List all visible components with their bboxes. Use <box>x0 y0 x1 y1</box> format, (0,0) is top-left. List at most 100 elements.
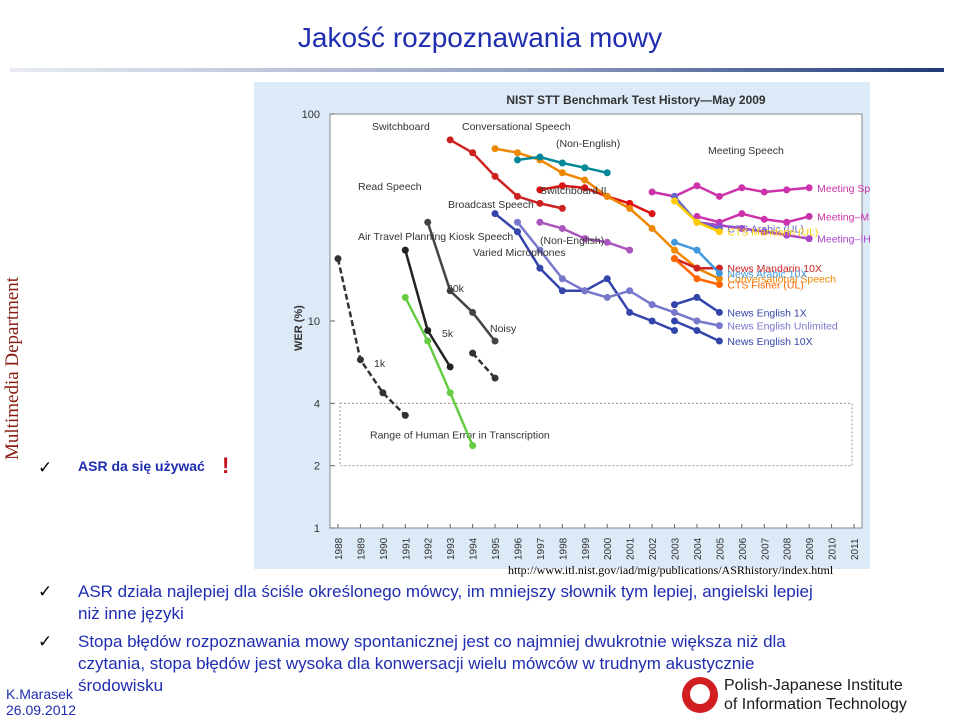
series-line <box>696 212 810 224</box>
series-line <box>516 221 720 327</box>
x-tick-label: 2003 <box>671 537 682 560</box>
series-line <box>471 352 496 379</box>
y-axis-label: WER (%) <box>293 305 305 351</box>
data-point <box>693 293 701 301</box>
data-point <box>401 293 409 301</box>
x-tick-label: 1990 <box>379 537 390 560</box>
data-point <box>446 136 454 144</box>
bullet-3-line-1: Stopa błędów rozpoznawania mowy spontani… <box>78 632 786 651</box>
department-text: Multimedia Department <box>2 276 23 460</box>
data-point <box>513 156 521 164</box>
data-point <box>760 215 768 223</box>
data-point <box>693 275 701 283</box>
series-line <box>539 184 653 215</box>
chart-annotation: 20k <box>447 283 465 295</box>
data-point <box>693 218 701 226</box>
data-point <box>693 317 701 325</box>
chart-title: NIST STT Benchmark Test History—May 2009 <box>506 93 766 107</box>
data-point <box>424 218 432 226</box>
data-point <box>715 269 723 277</box>
data-point <box>581 184 589 192</box>
data-point <box>491 172 499 180</box>
data-point <box>603 293 611 301</box>
x-tick-label: 1993 <box>446 537 457 560</box>
data-point <box>513 218 521 226</box>
human-error-label: Range of Human Error in Transcription <box>370 430 550 442</box>
data-point <box>513 192 521 200</box>
data-point <box>401 246 409 254</box>
exclamation-mark: ! <box>222 453 230 478</box>
chart-annotation: (Non-English) <box>540 235 604 247</box>
data-point <box>693 264 701 272</box>
data-point <box>469 442 477 450</box>
data-point <box>626 246 634 254</box>
data-point <box>581 235 589 243</box>
logo-mark-icon <box>682 677 718 713</box>
data-point <box>626 204 634 212</box>
data-point <box>536 153 544 161</box>
data-point <box>805 184 813 192</box>
data-point <box>738 210 746 218</box>
data-point <box>648 210 656 218</box>
bullet-2-line-2: niż inne języki <box>78 604 184 623</box>
data-point <box>603 275 611 283</box>
data-point <box>536 199 544 207</box>
x-tick-label: 1992 <box>424 537 435 560</box>
series-label: CTS Mandarin (UL) <box>727 227 818 239</box>
data-point <box>603 238 611 246</box>
data-point <box>491 210 499 218</box>
x-tick-label: 2008 <box>783 537 794 560</box>
data-point <box>469 308 477 316</box>
data-point <box>513 149 521 157</box>
data-point <box>491 374 499 382</box>
data-point <box>671 246 679 254</box>
series-label: CTS Arabic (UL) <box>727 223 803 235</box>
page-title: Jakość rozpoznawania mowy <box>297 22 663 53</box>
x-tick-label: 1999 <box>581 537 592 560</box>
x-tick-label: 2007 <box>760 537 771 560</box>
source-url[interactable]: http://www.itl.nist.gov/iad/mig/publicat… <box>508 563 834 577</box>
y-tick-label: 1 <box>314 523 320 535</box>
bullet-3-line-3: środowisku <box>78 676 164 695</box>
title-divider <box>10 68 944 72</box>
data-point <box>648 188 656 196</box>
slide-date: 26.09.2012 <box>6 702 77 718</box>
data-point <box>760 188 768 196</box>
data-point <box>671 317 679 325</box>
series-label: CTS Fisher (UL) <box>727 280 803 292</box>
data-point <box>738 224 746 232</box>
check-icon: ✓ <box>38 632 53 651</box>
data-point <box>715 322 723 330</box>
check-icon: ✓ <box>38 582 53 601</box>
chart-annotation: 1k <box>374 358 386 370</box>
x-tick-label: 2002 <box>648 537 659 560</box>
data-point <box>446 287 454 295</box>
data-point <box>558 224 566 232</box>
series-line <box>651 184 810 198</box>
data-point <box>581 287 589 295</box>
x-tick-label: 1995 <box>491 537 502 560</box>
x-tick-label: 1998 <box>558 537 569 560</box>
data-point <box>581 164 589 172</box>
data-point <box>626 287 634 295</box>
data-point <box>671 301 679 309</box>
series-label: News English Unlimited <box>727 321 837 333</box>
data-point <box>671 255 679 263</box>
series-label: Meeting–IHM <box>817 234 870 246</box>
data-point <box>693 326 701 334</box>
data-point <box>715 308 723 316</box>
x-tick-label: 2006 <box>738 537 749 560</box>
series-label: News Arabic 10X <box>727 268 807 280</box>
chart-annotation: Conversational Speech <box>462 121 571 133</box>
data-point <box>715 337 723 345</box>
x-tick-label: 1996 <box>513 537 524 560</box>
chart-annotation: Switchboard II <box>540 185 607 197</box>
series-label: Meeting Speech <box>817 183 870 195</box>
series-label: Conversational Speech <box>727 274 836 286</box>
data-point <box>648 317 656 325</box>
x-tick-label: 2000 <box>603 537 614 560</box>
series-label: News Mandarin 10X <box>727 263 822 275</box>
data-point <box>671 308 679 316</box>
x-tick-label: 1994 <box>469 537 480 560</box>
bullet-2-line-1: ASR działa najlepiej dla ściśle określon… <box>78 582 813 601</box>
